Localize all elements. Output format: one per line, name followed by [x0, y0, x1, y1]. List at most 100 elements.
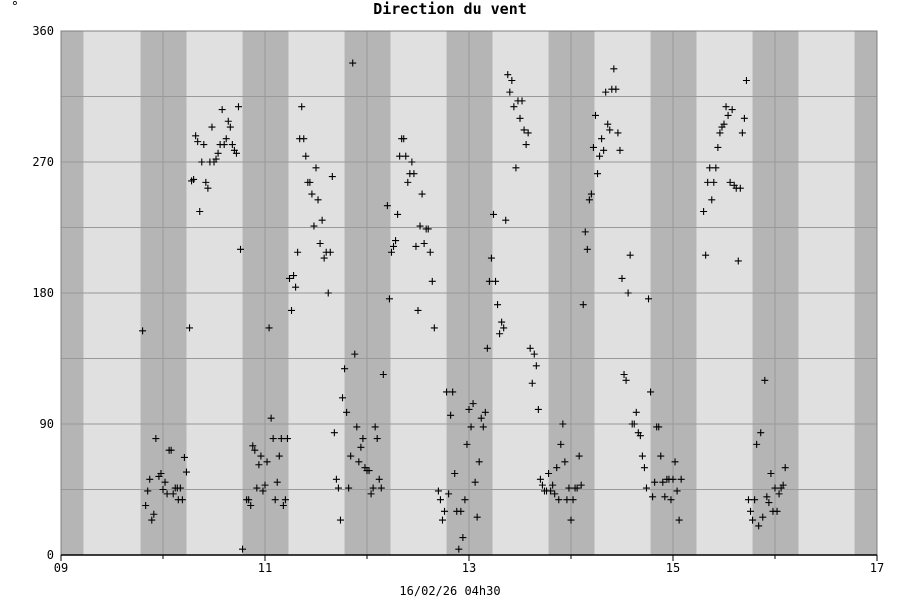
data-point	[483, 344, 491, 352]
data-point	[385, 295, 393, 303]
data-point	[146, 475, 154, 483]
data-point	[651, 478, 659, 486]
data-point	[144, 487, 152, 495]
data-point	[316, 240, 324, 248]
data-point	[434, 487, 442, 495]
data-point	[722, 103, 730, 111]
data-point	[494, 301, 502, 309]
data-point	[642, 484, 650, 492]
data-point	[579, 301, 587, 309]
data-point	[285, 274, 293, 282]
data-point	[761, 376, 769, 384]
data-point	[341, 365, 349, 373]
data-point	[308, 190, 316, 198]
data-point	[359, 435, 367, 443]
data-point	[152, 435, 160, 443]
data-point	[591, 111, 599, 119]
data-point	[481, 408, 489, 416]
data-point	[528, 379, 536, 387]
data-point	[330, 429, 338, 437]
data-point	[755, 522, 763, 530]
data-point	[290, 272, 298, 280]
data-point	[451, 469, 459, 477]
data-point	[212, 155, 220, 163]
data-point	[288, 306, 296, 314]
x-tick-label: 13	[462, 561, 476, 575]
data-point	[475, 458, 483, 466]
data-point	[751, 496, 759, 504]
data-point	[512, 164, 520, 172]
data-point	[638, 452, 646, 460]
data-point	[465, 405, 473, 413]
data-point	[596, 152, 604, 160]
data-point	[161, 478, 169, 486]
data-point	[714, 143, 722, 151]
data-point	[408, 158, 416, 166]
data-point	[267, 414, 275, 422]
data-point	[281, 496, 289, 504]
data-point	[328, 173, 336, 181]
data-point	[508, 76, 516, 84]
data-point	[237, 245, 245, 253]
data-point	[383, 202, 391, 210]
data-point	[567, 516, 575, 524]
data-point	[324, 289, 332, 297]
data-point	[530, 350, 538, 358]
data-point	[553, 464, 561, 472]
data-point	[467, 423, 475, 431]
data-point	[526, 344, 534, 352]
x-tick-label: 15	[666, 561, 680, 575]
data-point	[724, 111, 732, 119]
data-point	[157, 469, 165, 477]
data-point	[767, 469, 775, 477]
data-point	[163, 490, 171, 498]
data-point	[343, 408, 351, 416]
data-point	[649, 493, 657, 501]
data-point	[547, 487, 555, 495]
data-point	[279, 502, 287, 510]
data-point	[753, 440, 761, 448]
data-point	[626, 251, 634, 259]
data-point	[300, 135, 308, 143]
data-point	[222, 135, 230, 143]
data-point	[492, 277, 500, 285]
data-point	[410, 170, 418, 178]
data-point	[614, 129, 622, 137]
data-point	[255, 461, 263, 469]
data-point	[618, 274, 626, 282]
data-point	[306, 178, 314, 186]
data-point	[261, 481, 269, 489]
data-point	[498, 318, 506, 326]
data-point	[228, 141, 236, 149]
data-point	[349, 59, 357, 67]
data-point	[196, 207, 204, 215]
data-point	[738, 129, 746, 137]
data-point	[251, 446, 259, 454]
data-point	[292, 283, 300, 291]
data-point	[749, 516, 757, 524]
data-point	[428, 277, 436, 285]
data-point	[150, 510, 158, 518]
data-point	[589, 143, 597, 151]
data-point	[277, 435, 285, 443]
data-point	[555, 496, 563, 504]
data-point	[728, 106, 736, 114]
y-tick-label: 360	[32, 24, 54, 38]
data-point	[357, 443, 365, 451]
data-point	[441, 507, 449, 515]
data-point	[298, 103, 306, 111]
data-point	[457, 507, 465, 515]
data-point	[447, 411, 455, 419]
data-point	[396, 152, 404, 160]
data-point	[606, 126, 614, 134]
data-point	[736, 184, 744, 192]
data-point	[583, 245, 591, 253]
data-point	[485, 277, 493, 285]
data-point	[740, 114, 748, 122]
data-point	[283, 435, 291, 443]
data-point	[585, 196, 593, 204]
data-point	[438, 516, 446, 524]
data-point	[208, 123, 216, 131]
data-point	[473, 513, 481, 521]
data-point	[379, 371, 387, 379]
